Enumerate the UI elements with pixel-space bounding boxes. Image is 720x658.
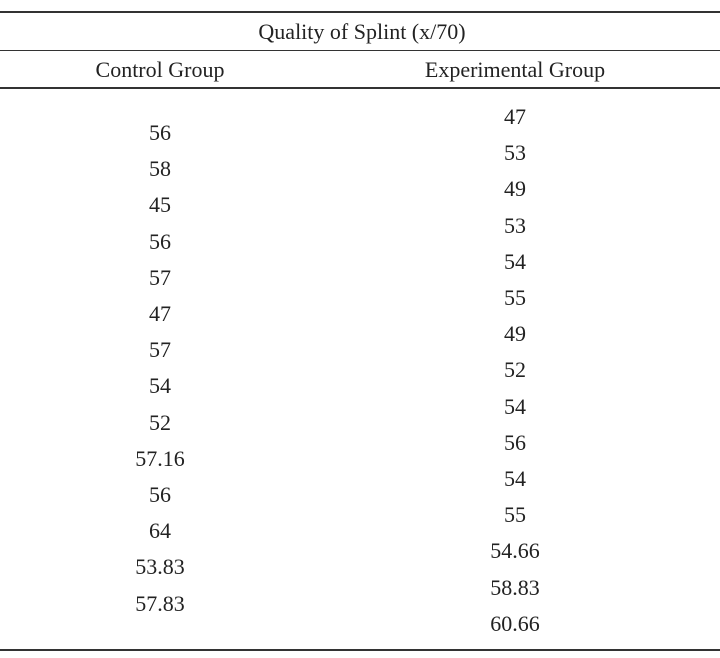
cell-value: 57 — [149, 264, 171, 290]
cell-value: 53 — [504, 212, 526, 238]
cell-value: 54 — [504, 393, 526, 419]
column-header: Control Group — [95, 57, 225, 82]
cell-value: 56 — [149, 228, 171, 254]
cell-value: 54 — [504, 466, 526, 491]
table-title: Quality of Splint (x/70) — [258, 19, 466, 44]
cell-value: 57.16 — [135, 445, 185, 471]
bottom-rule — [0, 649, 720, 651]
cell-value: 53 — [504, 140, 526, 166]
cell-value: 56 — [504, 429, 526, 455]
cell-value: 54.66 — [490, 538, 540, 564]
cell-value: 52 — [504, 357, 526, 383]
cell-value: 55 — [504, 285, 526, 310]
cell-value: 58.83 — [490, 574, 540, 600]
cell-value: 56 — [149, 120, 171, 145]
cell-value: 64 — [149, 518, 171, 544]
cell-value: 57 — [149, 337, 171, 363]
cell-value: 53.83 — [135, 554, 185, 580]
cell-value: 55 — [504, 502, 526, 528]
cell-value: 54 — [504, 248, 526, 274]
top-rule — [0, 11, 720, 13]
cell-value: 58 — [149, 156, 171, 182]
column-header: Experimental Group — [424, 57, 606, 82]
cell-value: 52 — [149, 409, 171, 435]
cell-value: 49 — [504, 176, 526, 202]
cell-value: 47 — [504, 104, 526, 129]
cell-value: 49 — [504, 321, 526, 347]
cell-value: 60.66 — [490, 610, 540, 636]
cell-value: 47 — [149, 301, 171, 326]
cell-value: 57.83 — [135, 590, 185, 616]
cell-value: 56 — [149, 482, 171, 507]
cell-value: 45 — [149, 192, 171, 218]
cell-value: 54 — [149, 373, 171, 399]
title-rule — [0, 50, 720, 51]
header-rule — [0, 87, 720, 89]
